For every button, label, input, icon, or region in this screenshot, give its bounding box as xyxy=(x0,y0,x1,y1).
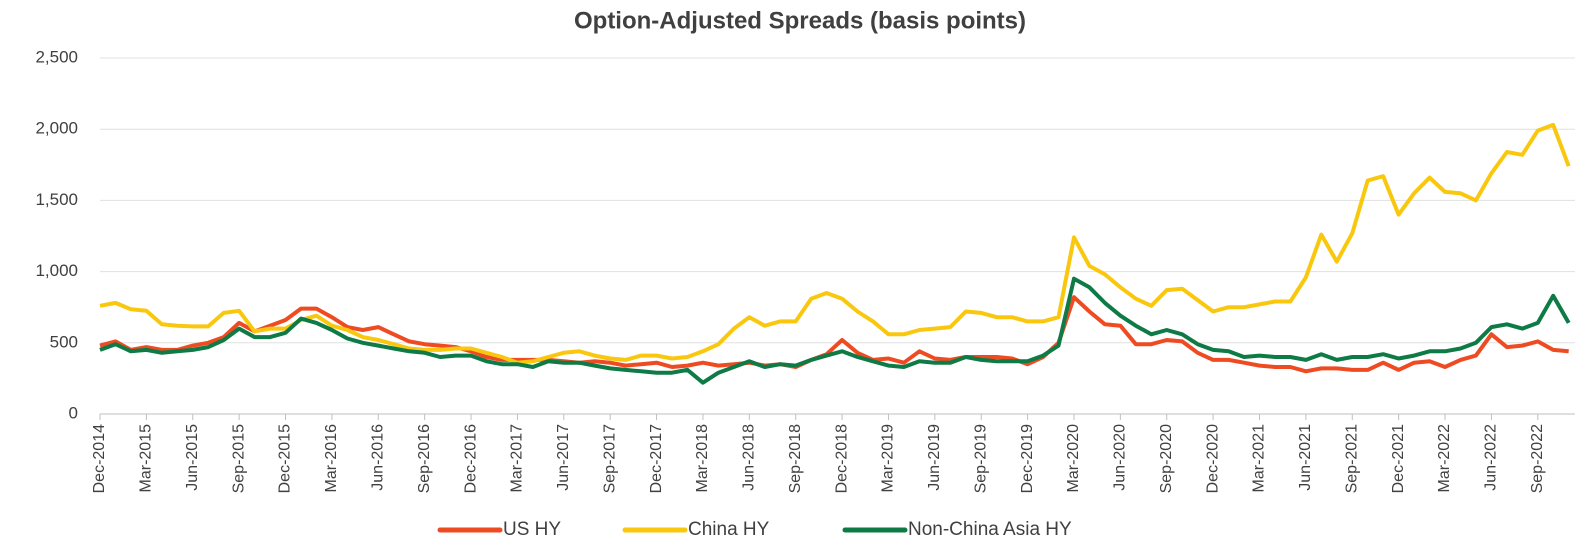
x-tick-label: Sep-2018 xyxy=(787,424,804,493)
x-tick-label: Dec-2017 xyxy=(648,424,665,493)
y-tick-label: 1,500 xyxy=(35,190,78,209)
x-tick-label: Mar-2022 xyxy=(1436,424,1453,493)
x-tick-label: Dec-2021 xyxy=(1390,424,1407,493)
series-line xyxy=(99,295,1569,374)
x-tick-label: Dec-2015 xyxy=(277,424,294,493)
x-tick-label: Jun-2022 xyxy=(1483,424,1500,491)
x-tick-label: Dec-2016 xyxy=(462,424,479,493)
legend-label: China HY xyxy=(688,519,770,540)
x-tick-label: Jun-2016 xyxy=(369,424,386,491)
y-tick-label: 2,500 xyxy=(35,47,78,66)
x-tick-label: Dec-2018 xyxy=(833,424,850,493)
y-tick-label: 1,000 xyxy=(35,261,78,280)
x-tick-label: Jun-2019 xyxy=(926,424,943,491)
x-tick-label: Sep-2019 xyxy=(972,424,989,493)
legend-label: US HY xyxy=(503,519,561,540)
y-tick-label: 0 xyxy=(69,403,78,422)
x-tick-label: Sep-2016 xyxy=(416,424,433,493)
x-tick-label: Sep-2022 xyxy=(1529,424,1546,493)
x-tick-label: Mar-2017 xyxy=(509,424,526,493)
x-tick-label: Mar-2016 xyxy=(323,424,340,493)
x-tick-label: Dec-2014 xyxy=(91,424,108,493)
x-tick-label: Jun-2015 xyxy=(184,424,201,491)
chart-title: Option-Adjusted Spreads (basis points) xyxy=(574,7,1026,34)
x-tick-label: Mar-2020 xyxy=(1065,424,1082,493)
x-tick-label: Mar-2018 xyxy=(694,424,711,493)
x-tick-label: Mar-2015 xyxy=(138,424,155,493)
x-tick-label: Jun-2018 xyxy=(741,424,758,491)
x-tick-label: Dec-2020 xyxy=(1204,424,1221,493)
series-line xyxy=(99,122,1571,365)
x-tick-label: Sep-2020 xyxy=(1158,424,1175,493)
x-tick-label: Sep-2017 xyxy=(601,424,618,493)
legend-label: Non-China Asia HY xyxy=(908,519,1072,540)
x-tick-label: Mar-2021 xyxy=(1251,424,1268,493)
y-tick-label: 2,000 xyxy=(35,119,78,138)
x-tick-label: Mar-2019 xyxy=(880,424,897,493)
x-tick-label: Sep-2021 xyxy=(1343,424,1360,493)
y-tick-label: 500 xyxy=(50,332,78,351)
x-tick-label: Jun-2021 xyxy=(1297,424,1314,491)
x-tick-label: Sep-2015 xyxy=(230,424,247,493)
series-line xyxy=(99,276,1571,385)
x-tick-label: Jun-2020 xyxy=(1112,424,1129,491)
x-tick-label: Jun-2017 xyxy=(555,424,572,491)
x-tick-label: Dec-2019 xyxy=(1019,424,1036,493)
